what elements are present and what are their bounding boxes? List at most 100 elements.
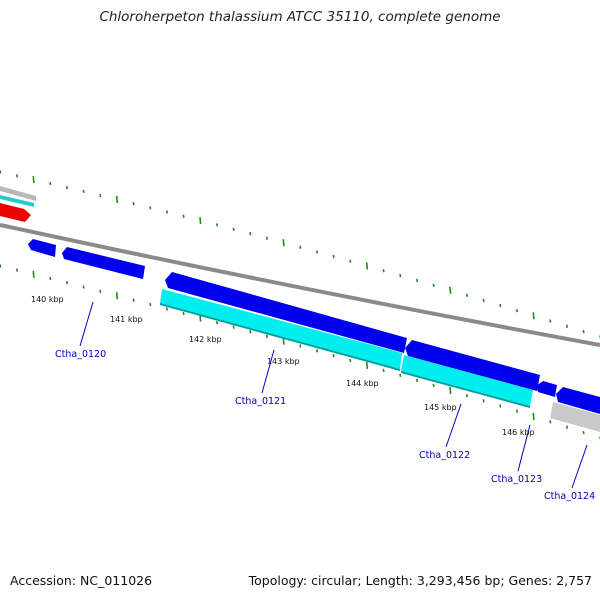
inner-tick-30: [499, 404, 502, 408]
gene-arrow-ctha-0124[interactable]: [556, 387, 600, 414]
inner-tick-10: [165, 307, 169, 311]
outer-tick-18: [299, 245, 302, 249]
inner-tick-4: [65, 281, 69, 285]
outer-tick-23: [382, 269, 385, 273]
outer-tick-6: [99, 193, 102, 198]
inner-tick-18: [299, 344, 302, 348]
gene-label-ctha-0122[interactable]: Ctha_0122: [419, 450, 470, 461]
gene-arrow-ctha-0121[interactable]: [165, 272, 407, 353]
outer-tick-33: [549, 319, 552, 323]
inner-tick-ring: [0, 264, 600, 440]
outer-tick-16: [265, 236, 269, 240]
red-feature: [0, 203, 31, 222]
outer-tick-14: [232, 227, 235, 231]
outer-tick-29: [482, 298, 485, 303]
outer-tick-26: [432, 283, 435, 287]
outer-tick-30: [499, 303, 502, 308]
map-title: Chloroherpeton thalassium ATCC 35110, co…: [99, 9, 501, 25]
leader-line-ctha-0122: [445, 403, 462, 448]
grey-feature-left: [0, 186, 36, 201]
scale-label-146kbp: 146 kbp: [502, 428, 535, 437]
outer-tick-9: [149, 206, 152, 210]
inner-tick-28: [465, 393, 469, 398]
inner-tick-27: [449, 386, 452, 395]
outer-tick-32: [532, 312, 535, 320]
outer-tick-21: [349, 259, 352, 263]
inner-tick-6: [99, 289, 102, 293]
inner-tick-34: [565, 425, 569, 429]
genome-stats-text: Topology: circular; Length: 3,293,456 bp…: [248, 573, 592, 588]
inner-tick-22: [365, 361, 369, 369]
gene-arrow-ctha-0120[interactable]: [62, 247, 145, 279]
outer-tick-27: [449, 286, 452, 294]
outer-tick-35: [582, 329, 585, 334]
outer-tick-20: [332, 254, 335, 259]
outer-tick-22: [365, 262, 369, 270]
outer-tick-0: [0, 170, 2, 174]
inner-tick-14: [232, 325, 235, 329]
outer-tick-5: [82, 189, 85, 194]
outer-tick-17: [282, 239, 285, 247]
cds-bar-ctha-0121[interactable]: [160, 289, 402, 369]
inner-tick-15: [249, 330, 252, 334]
cds-bar-ctha-0122-shade: [401, 371, 530, 408]
outer-tick-13: [215, 223, 219, 227]
inner-tick-0: [0, 264, 2, 268]
outer-tick-ring: [0, 170, 600, 339]
inner-tick-3: [49, 276, 52, 281]
cds-bar-ctha-0122[interactable]: [401, 355, 533, 406]
genome-backbone: [0, 223, 600, 347]
outer-tick-15: [249, 232, 252, 236]
inner-tick-33: [549, 420, 552, 424]
inner-tick-26: [432, 383, 435, 388]
leader-line-ctha-0120: [79, 301, 94, 347]
inner-tick-8: [132, 298, 135, 302]
inner-tick-1: [15, 268, 19, 272]
leader-line-ctha-0121: [261, 349, 275, 394]
gene-label-ctha-0124[interactable]: Ctha_0124: [544, 491, 595, 502]
outer-tick-8: [132, 202, 135, 206]
gene-label-ctha-0121[interactable]: Ctha_0121: [235, 396, 286, 407]
outer-tick-24: [399, 273, 402, 278]
gene-arrow-left[interactable]: [28, 239, 56, 257]
outer-tick-4: [65, 185, 69, 190]
inner-tick-11: [182, 311, 185, 316]
outer-tick-2: [32, 176, 35, 184]
inner-tick-23: [382, 368, 385, 373]
outer-tick-3: [49, 181, 52, 186]
inner-tick-20: [332, 353, 335, 358]
inner-tick-16: [265, 334, 269, 339]
inner-tick-25: [415, 378, 419, 383]
leader-line-ctha-0123: [517, 424, 531, 472]
inner-tick-2: [32, 270, 35, 278]
gene-label-ctha-0120[interactable]: Ctha_0120: [55, 349, 106, 360]
gene-arrow-ctha-0122[interactable]: [405, 340, 540, 391]
accession-text: Accession: NC_011026: [10, 573, 153, 588]
inner-tick-29: [482, 399, 485, 403]
inner-tick-7: [115, 292, 119, 300]
cds-bar-ctha-0121-shade: [160, 303, 400, 371]
outer-tick-28: [465, 293, 469, 297]
outer-tick-19: [315, 250, 319, 254]
leader-line-ctha-0124: [571, 444, 588, 489]
inner-tick-5: [82, 285, 85, 289]
scale-label-145kbp: 145 kbp: [424, 403, 457, 412]
cyan-feature-left: [0, 195, 34, 207]
inner-tick-19: [315, 349, 319, 353]
grey-feature-right: [550, 402, 600, 432]
scale-label-143kbp: 143 kbp: [267, 357, 300, 366]
outer-tick-31: [515, 308, 519, 313]
gene-arrow-ctha-0123[interactable]: [536, 381, 557, 397]
outer-tick-12: [199, 217, 202, 225]
inner-tick-9: [149, 302, 152, 307]
outer-tick-25: [415, 278, 419, 283]
inner-tick-31: [515, 409, 519, 413]
outer-tick-11: [182, 214, 185, 218]
inner-tick-32: [532, 412, 535, 421]
scale-label-140kbp: 140 kbp: [31, 295, 64, 304]
outer-tick-34: [565, 324, 569, 328]
gene-label-ctha-0123[interactable]: Ctha_0123: [491, 474, 542, 485]
outer-tick-1: [15, 174, 19, 178]
scale-label-144kbp: 144 kbp: [346, 379, 379, 388]
